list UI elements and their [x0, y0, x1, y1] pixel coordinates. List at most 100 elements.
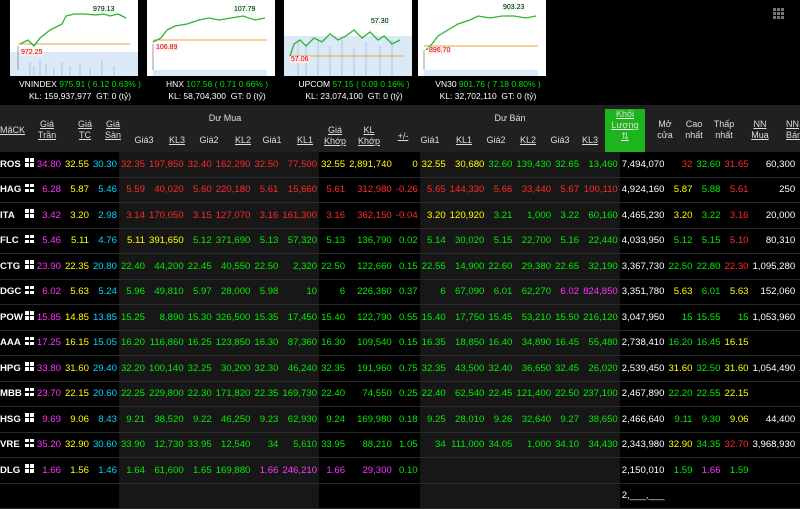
cell-buy-gia2: 22.45: [185, 253, 214, 280]
col-kl-khop[interactable]: KL Khớp: [356, 125, 382, 147]
col-gia-tc-l2: TC: [79, 130, 91, 140]
cell-sell-kl2: 121,400: [514, 381, 554, 407]
cell-sym[interactable]: ITA: [0, 202, 25, 229]
cell-change: [393, 483, 420, 509]
cell-buy-gia2: 1.65: [185, 457, 214, 484]
cell-sym[interactable]: DGC: [0, 279, 25, 305]
col-buy-kl2[interactable]: KL2: [234, 135, 251, 145]
cell-sym[interactable]: DLG: [0, 457, 25, 484]
table-row[interactable]: POW 15.85 14.85 13.85 15.25 8,890 15.30 326,500…: [0, 304, 800, 331]
table-row[interactable]: HPG 33.80 31.60 29.40 32.20 100,140 32.25 30,20…: [0, 355, 800, 382]
cell-sym[interactable]: FLC: [0, 228, 25, 254]
chart-grid-icon[interactable]: [24, 355, 35, 382]
index-card-vn30[interactable]: 903.23 896.70 VN30 901.76 ( 7.18 0.80% )…: [418, 0, 546, 104]
cell-nn-mua: [750, 381, 798, 407]
cell-thap-nhat: 1.59: [722, 457, 751, 484]
col-buy-kl3[interactable]: KL3: [168, 135, 185, 145]
col-sell-kl2[interactable]: KL2: [519, 135, 536, 145]
chart-grid-icon[interactable]: [24, 228, 35, 254]
col-change[interactable]: +/-: [397, 131, 409, 141]
chart-grid-icon[interactable]: [24, 432, 35, 458]
chart-grid-icon[interactable]: [24, 304, 35, 331]
cell-sym[interactable]: AAA: [0, 330, 25, 356]
index-card-hnx[interactable]: 107.79 106.89 HNX 107.56 ( 0.71 0.66% ) …: [147, 0, 275, 104]
index-card-vnindex[interactable]: 979.13 972.25 VNINDEX 975.91 ( 6.12 0.63…: [10, 0, 141, 104]
cell-sell-kl2: 62,270: [514, 279, 554, 305]
table-row[interactable]: CTG 23.90 22.35 20.80 22.40 44,200 22.45 40,550…: [0, 253, 800, 280]
cell-sell-kl2: 1,000: [514, 202, 554, 229]
cell-tran: 35.20: [34, 432, 63, 458]
cell-sym[interactable]: HSG: [0, 406, 25, 433]
col-mo-cua: Mở cửa: [654, 119, 676, 141]
cell-san: [90, 483, 119, 509]
table-row[interactable]: VRE 35.20 32.90 30.60 33.90 12,730 33.95 12,540…: [0, 432, 800, 458]
col-khoi-luong[interactable]: Khối Lượng ⇅: [605, 109, 645, 152]
cell-buy-gia2: 5.12: [185, 228, 214, 254]
col-sell-kl3[interactable]: KL3: [581, 135, 598, 145]
vnindex-gt: GT: 0 (tỷ): [96, 91, 132, 101]
col-ma-ck[interactable]: MãCK: [0, 125, 26, 135]
cell-sym[interactable]: POW: [0, 304, 25, 331]
table-row[interactable]: ITA 3.42 3.20 2.98 3.14 170,050 3.15 127,070 3.1…: [0, 202, 800, 229]
index-card-upcom[interactable]: 57.30 57.06 UPCOM 57.15 ( 0.09 0.16% ) K…: [284, 0, 412, 104]
chart-grid-icon[interactable]: [24, 330, 35, 356]
chart-grid-icon[interactable]: [24, 279, 35, 305]
col-gia-san[interactable]: Giá Sàn: [101, 119, 125, 141]
index-panel: 979.13 972.25 VNINDEX 975.91 ( 6.12 0.63…: [0, 0, 800, 104]
hnx-pct: 0.66% ): [238, 79, 269, 89]
cell-sym[interactable]: ROS: [0, 152, 25, 178]
cell-thap-nhat: 31.60: [722, 355, 751, 382]
col-nn-mua[interactable]: NN Mua: [748, 119, 772, 141]
col-cao-nhat-l1: Cao: [685, 119, 703, 129]
cell-thap-nhat: [722, 483, 751, 509]
cell-sell-kl1: 43,500: [447, 355, 487, 382]
grid-menu-icon[interactable]: [773, 8, 784, 19]
chart-grid-icon[interactable]: [24, 152, 35, 178]
cell-khoi-luong: 3,367,730: [619, 253, 667, 280]
vnindex-change: ( 6.12: [87, 79, 110, 89]
col-nn-mua-l2: Mua: [751, 130, 769, 140]
table-row[interactable]: AAA 17.25 16.15 15.05 16.20 116,860 16.25 123,8…: [0, 330, 800, 356]
cell-sym[interactable]: MBB: [0, 381, 25, 407]
cell-kl-khop: 169,980: [347, 406, 394, 433]
cell-sym[interactable]: HAG: [0, 177, 25, 203]
col-nn-ban[interactable]: NN Bán: [786, 119, 800, 141]
cell-cao-nhat: 5.88: [694, 177, 723, 203]
col-gia-khop-l1: Giá: [327, 125, 342, 135]
cell-buy-kl1: 46,240: [280, 355, 320, 382]
vnindex-high-label: 979.13: [92, 6, 116, 13]
table-row[interactable]: DLG 1.66 1.56 1.46 1.64 61,600 1.65 169,880 1.66…: [0, 457, 800, 484]
chart-grid-icon[interactable]: [24, 177, 35, 203]
table-row[interactable]: HSG 9.69 9.06 8.43 9.21 38,520 9.22 46,250 9.23 6…: [0, 406, 800, 433]
col-mo-cua-l1: Mở: [658, 119, 672, 129]
cell-sym[interactable]: CTG: [0, 253, 25, 280]
col-sell-kl1[interactable]: KL1: [455, 135, 472, 145]
cell-sym[interactable]: VRE: [0, 432, 25, 458]
table-row[interactable]: ROS 34.80 32.55 30.30 32.35 197,850 32.40 162,2…: [0, 152, 800, 178]
cell-san: 2.98: [90, 202, 119, 229]
chart-grid-icon[interactable]: [24, 457, 35, 484]
cell-khoi-luong: 2,343,980: [619, 432, 667, 458]
cell-sym[interactable]: HPG: [0, 355, 25, 382]
table-row[interactable]: HAG 6.28 5.87 5.46 5.59 40,020 5.60 220,180 5.61…: [0, 177, 800, 203]
cell-sell-gia1: 3.20: [419, 202, 448, 229]
col-gia-tc[interactable]: Giá TC: [74, 119, 96, 141]
table-row[interactable]: 2,___,___: [0, 483, 800, 509]
cell-tc: 5.87: [62, 177, 91, 203]
chart-grid-icon[interactable]: [24, 483, 35, 509]
chart-grid-icon[interactable]: [24, 202, 35, 229]
chart-grid-icon[interactable]: [24, 406, 35, 433]
table-row[interactable]: MBB 23.70 22.15 20.60 22.25 229,800 22.30 171,8…: [0, 381, 800, 407]
col-gia-khop[interactable]: Giá Khớp: [324, 125, 346, 147]
cell-buy-kl2: 127,070: [213, 202, 253, 229]
cell-cao-nhat: 16.45: [694, 330, 723, 356]
table-row[interactable]: DGC 6.02 5.63 5.24 5.96 49,810 5.97 28,000 5.98 1…: [0, 279, 800, 305]
chart-grid-icon[interactable]: [24, 253, 35, 280]
col-gia-tran[interactable]: Giá Trần: [36, 119, 58, 141]
col-buy-kl1[interactable]: KL1: [296, 135, 313, 145]
cell-sym[interactable]: [0, 483, 25, 509]
chart-grid-icon[interactable]: [24, 381, 35, 407]
cell-thap-nhat: 5.63: [722, 279, 751, 305]
cell-san: 13.85: [90, 304, 119, 331]
table-row[interactable]: FLC 5.46 5.11 4.76 5.11 391,650 5.12 371,690 5.1…: [0, 228, 800, 254]
